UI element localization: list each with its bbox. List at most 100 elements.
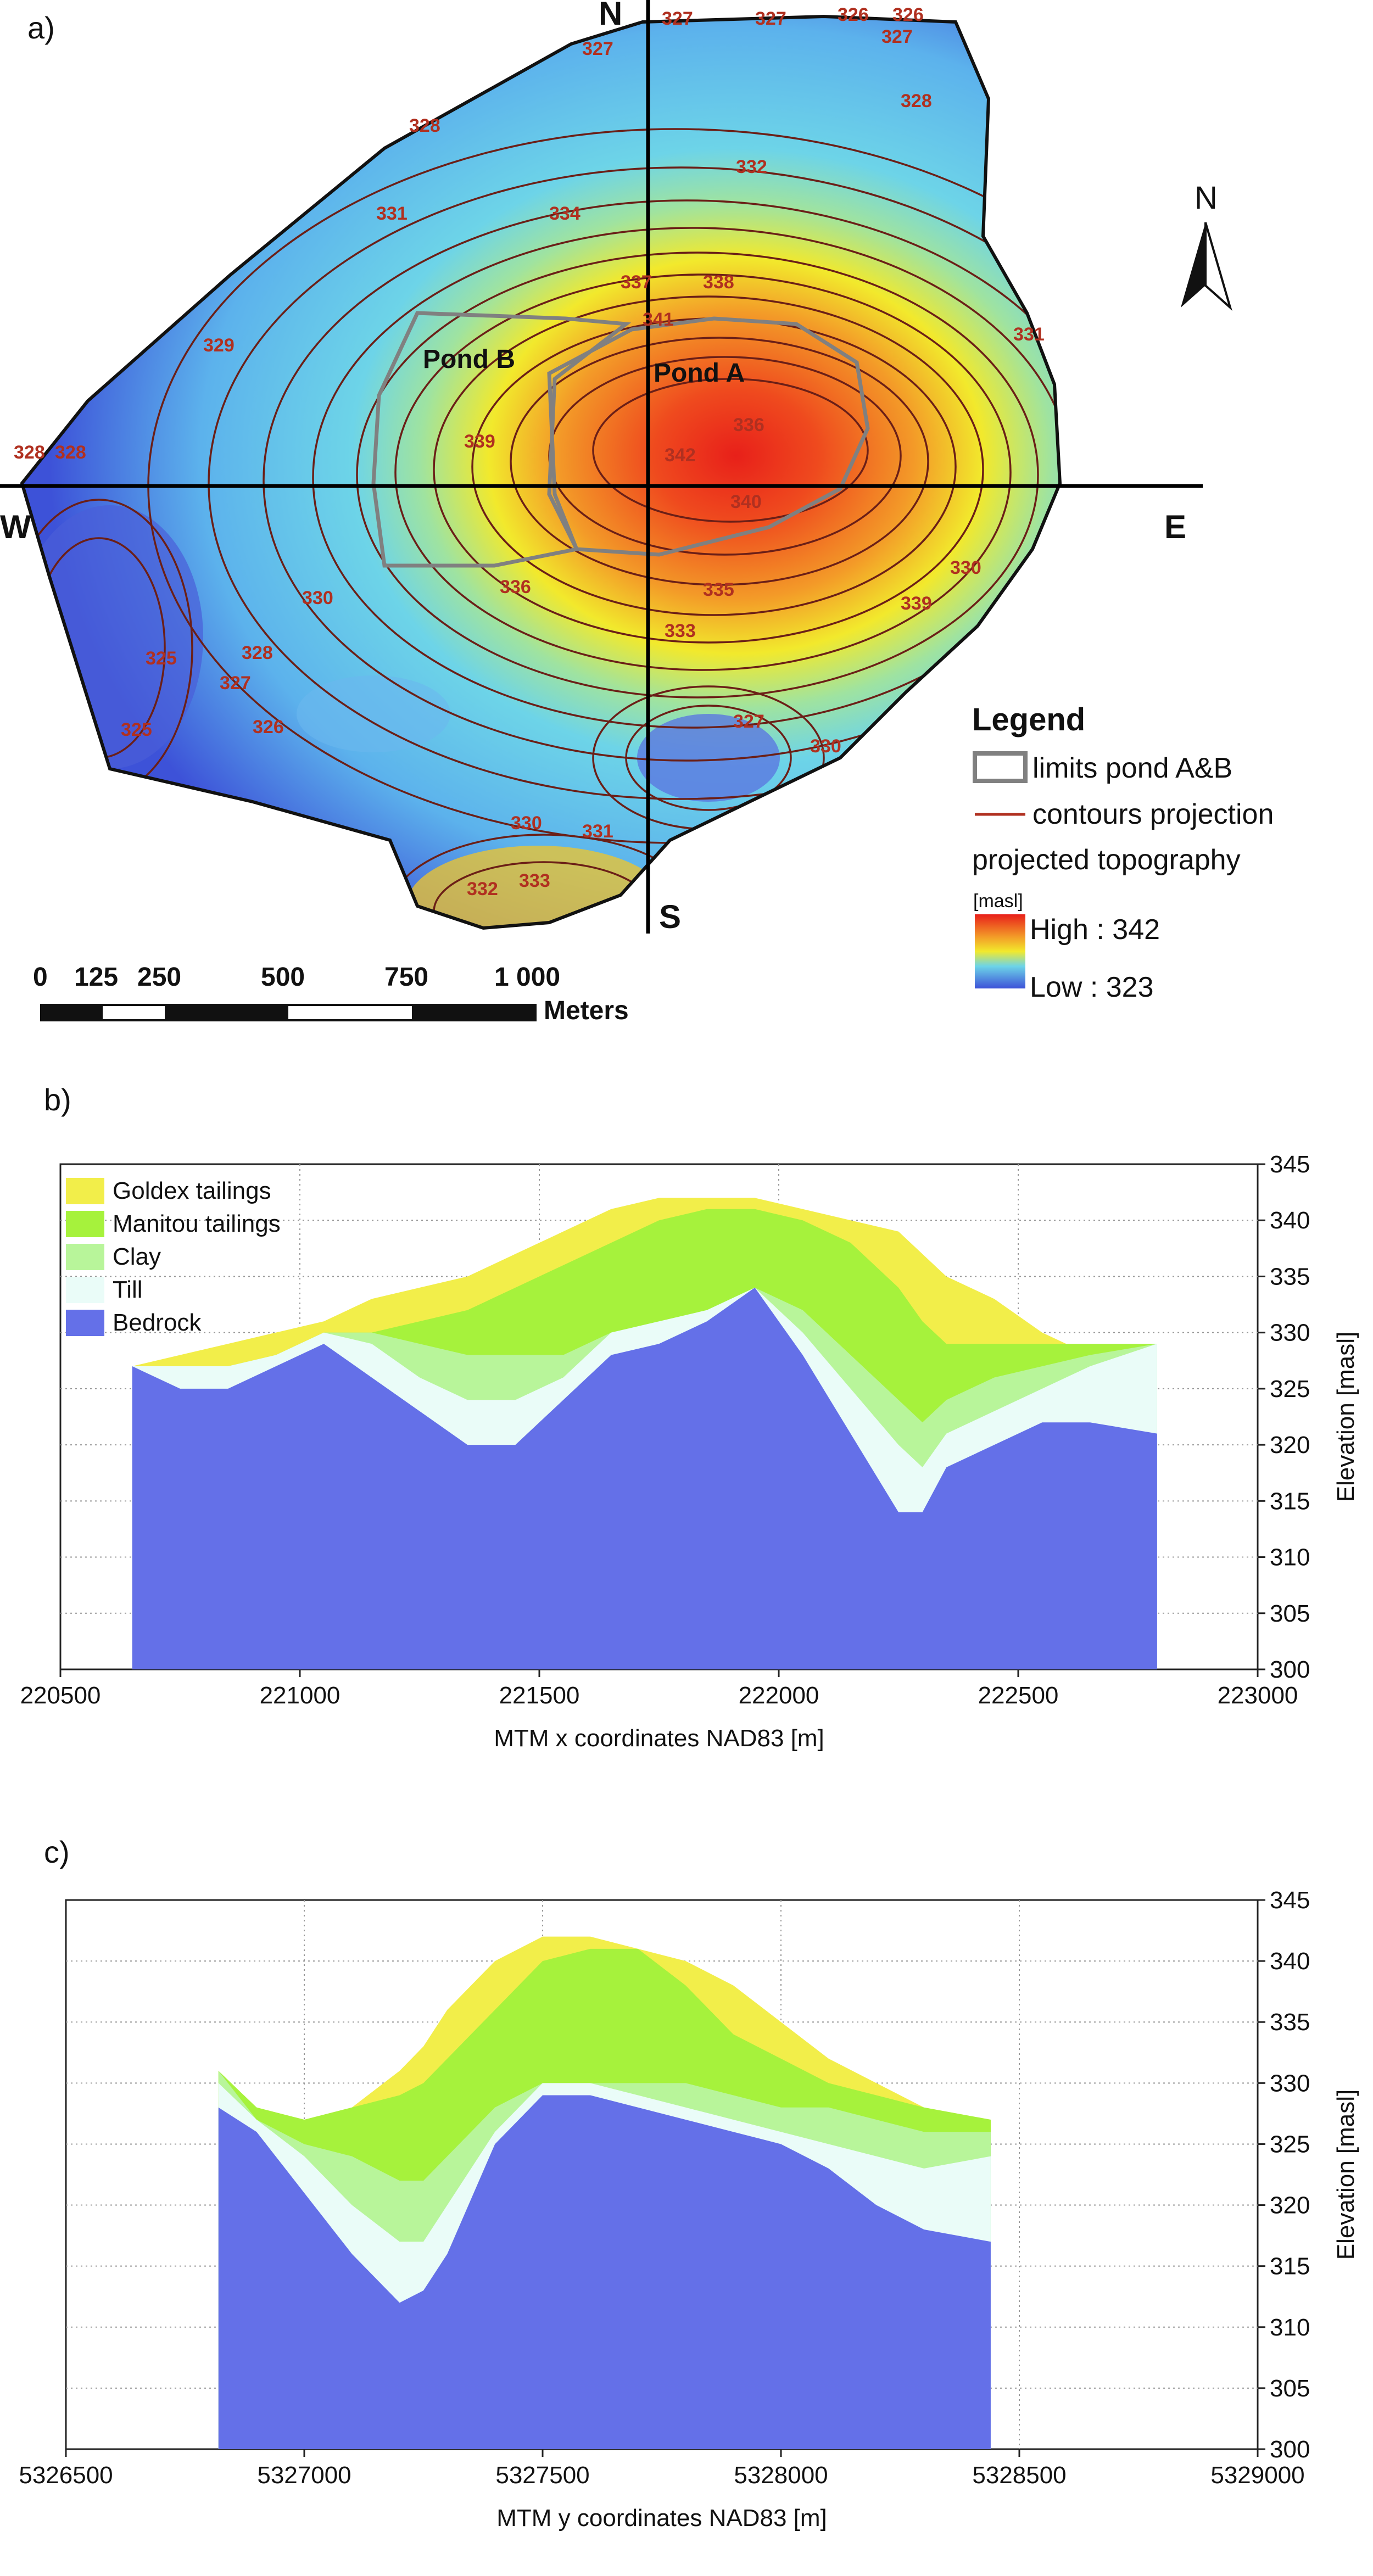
- contour-label: 339: [464, 431, 495, 452]
- section-layers: [132, 1198, 1157, 1669]
- y-axis-label: Elevation [masl]: [1332, 1332, 1359, 1502]
- y-axis-label: Elevation [masl]: [1332, 2089, 1359, 2260]
- y-tick-label: 340: [1270, 1207, 1310, 1234]
- layer-bedrock: [218, 2095, 991, 2449]
- panel-b-label: b): [44, 1082, 71, 1117]
- legend-item-topography: projected topography: [972, 844, 1241, 876]
- contour-label: 327: [220, 673, 251, 694]
- legend-item-contours: contours projection: [1032, 798, 1274, 830]
- pond-a-label: Pond A: [654, 359, 745, 388]
- layer-bedrock: [132, 1287, 1157, 1669]
- legend-entry: Clay: [113, 1243, 161, 1270]
- y-tick-label: 315: [1270, 1488, 1310, 1515]
- south-label: S: [659, 898, 681, 935]
- x-tick-label: 222000: [739, 1682, 819, 1709]
- contour-label: 331: [376, 203, 408, 224]
- x-tick-label: 5328000: [734, 2462, 828, 2489]
- contour-label: 333: [665, 621, 696, 641]
- contour-label: 326: [253, 717, 284, 737]
- scale-tick-125: 125: [74, 963, 118, 992]
- x-tick-label: 5327500: [495, 2462, 589, 2489]
- scale-unit: Meters: [544, 996, 629, 1025]
- contour-label: 330: [810, 736, 841, 757]
- contour-label: 327: [733, 711, 764, 732]
- y-tick-label: 325: [1270, 2131, 1310, 2158]
- x-tick-label: 5327000: [257, 2462, 351, 2489]
- pond-b-label: Pond B: [423, 345, 515, 374]
- contour-label: 333: [519, 870, 550, 891]
- panel-c-label: c): [44, 1835, 70, 1869]
- contour-label: 325: [146, 648, 177, 669]
- x-tick-label: 5326500: [19, 2462, 113, 2489]
- east-label: E: [1164, 509, 1186, 545]
- y-tick-label: 330: [1270, 1320, 1310, 1346]
- legend-item-pond-limits: limits pond A&B: [1032, 752, 1232, 784]
- scale-tick-750: 750: [384, 963, 428, 992]
- y-tick-label: 320: [1270, 2192, 1310, 2219]
- x-tick-label: 221000: [260, 1682, 341, 1709]
- y-tick-label: 345: [1270, 1887, 1310, 1914]
- x-tick-label: 221500: [499, 1682, 580, 1709]
- y-tick-label: 325: [1270, 1376, 1310, 1402]
- contour-label: 328: [55, 442, 86, 463]
- section-layers: [218, 1936, 991, 2449]
- contour-label: 329: [203, 335, 235, 356]
- y-tick-label: 305: [1270, 2375, 1310, 2402]
- contour-label: 337: [621, 272, 652, 293]
- y-tick-label: 320: [1270, 1432, 1310, 1459]
- map-boundary: [20, 14, 1062, 930]
- legend-entry: Till: [113, 1276, 143, 1303]
- contour-label: 327: [662, 8, 693, 29]
- y-tick-label: 335: [1270, 1263, 1310, 1290]
- panel-a-label: a): [27, 10, 55, 45]
- contour-label: 326: [892, 4, 924, 25]
- contour-label: 327: [881, 26, 913, 47]
- y-tick-label: 310: [1270, 2314, 1310, 2341]
- contour-label: 328: [409, 115, 440, 136]
- contour-label: 336: [500, 577, 531, 597]
- legend-swatch: [66, 1211, 104, 1237]
- legend-title: Legend: [972, 702, 1085, 737]
- contour-label: 338: [703, 272, 734, 293]
- contour-label: 330: [950, 557, 981, 578]
- contour-label: 332: [736, 157, 767, 177]
- section-b: b) 300 305 310 315 320 325 330 335 340 345 220500 2…: [0, 1076, 1373, 1801]
- legend-entry: Bedrock: [113, 1309, 202, 1336]
- y-tick-label: 300: [1270, 2436, 1310, 2463]
- y-tick-label: 330: [1270, 2070, 1310, 2097]
- contour-label: 334: [549, 203, 581, 224]
- topography-color-ramp: [975, 914, 1025, 988]
- x-tick-label: 223000: [1218, 1682, 1298, 1709]
- legend-low: Low : 323: [1030, 971, 1154, 1003]
- x-axis-label: MTM y coordinates NAD83 [m]: [496, 2505, 827, 2532]
- contour-label: 339: [901, 593, 932, 614]
- y-tick-label: 315: [1270, 2253, 1310, 2280]
- x-tick-label: 5328500: [972, 2462, 1066, 2489]
- section-c: c) 300 305 310 315 320 325 330 335 340 345 5326500…: [0, 1829, 1373, 2576]
- contour-label: 326: [838, 4, 869, 25]
- contour-label: 330: [511, 813, 542, 834]
- pond-limit-swatch: [973, 751, 1028, 783]
- legend-entry: Manitou tailings: [113, 1210, 281, 1237]
- scale-tick-500: 500: [261, 963, 305, 992]
- scale-tick-250: 250: [137, 963, 181, 992]
- legend-entry: Goldex tailings: [113, 1177, 271, 1204]
- contour-label: 328: [901, 91, 932, 111]
- x-axis-label: MTM x coordinates NAD83 [m]: [494, 1725, 824, 1752]
- cross-section-chart-ns: 300 305 310 315 320 325 330 335 340 345 5326500 532…: [19, 1887, 1359, 2532]
- pond-b-limit: [371, 311, 632, 568]
- contour-label: 332: [467, 879, 498, 899]
- legend-swatch: [66, 1178, 104, 1204]
- contour-label: 340: [730, 491, 762, 512]
- contour-label: 328: [14, 442, 45, 463]
- x-tick-label: 220500: [20, 1682, 101, 1709]
- contour-label: 327: [755, 8, 786, 29]
- contour-label: 331: [1013, 324, 1045, 345]
- legend-high: High : 342: [1030, 914, 1160, 946]
- contour-label: 336: [733, 415, 764, 435]
- contour-label: 325: [121, 719, 152, 740]
- legend-swatch: [66, 1244, 104, 1270]
- scale-tick-1000: 1 000: [494, 963, 560, 992]
